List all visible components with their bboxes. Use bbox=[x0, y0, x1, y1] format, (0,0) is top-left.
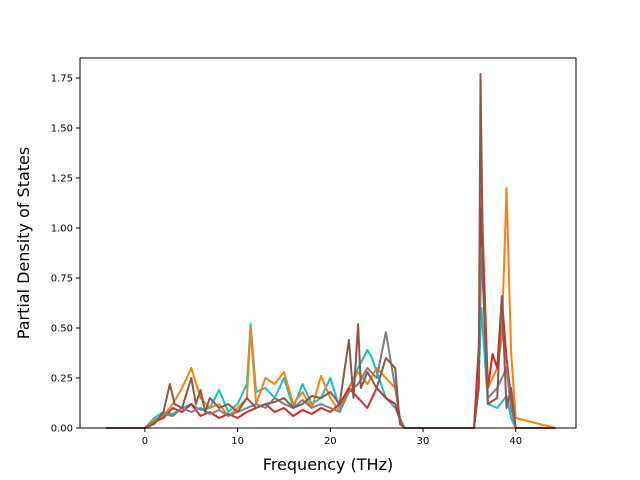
y-tick-label: 0.75 bbox=[51, 274, 73, 285]
x-tick-label: 0 bbox=[142, 436, 148, 447]
y-axis-label: Partial Density of States bbox=[14, 147, 33, 339]
series-line-4 bbox=[106, 73, 556, 429]
x-tick-label: 10 bbox=[231, 436, 244, 447]
y-tick-label: 1.25 bbox=[51, 174, 73, 185]
x-axis: 0 10 20 30 40 bbox=[142, 428, 522, 447]
plot-frame bbox=[79, 57, 577, 429]
y-tick-label: 1.50 bbox=[51, 124, 73, 135]
x-tick-label: 30 bbox=[417, 436, 430, 447]
x-tick-label: 20 bbox=[324, 436, 337, 447]
x-tick-label: 40 bbox=[509, 436, 522, 447]
y-tick-label: 1.75 bbox=[51, 74, 73, 85]
y-tick-label: 0.25 bbox=[51, 374, 73, 385]
y-tick-label: 0.00 bbox=[51, 424, 73, 435]
y-tick-label: 0.50 bbox=[51, 324, 73, 335]
series-line-2 bbox=[106, 207, 556, 429]
x-axis-label: Frequency (THz) bbox=[263, 455, 393, 474]
y-tick-label: 1.00 bbox=[51, 224, 73, 235]
series-layer bbox=[106, 73, 556, 429]
y-axis: 0.00 0.25 0.50 0.75 1.00 1.25 1.50 1.75 bbox=[51, 74, 80, 435]
